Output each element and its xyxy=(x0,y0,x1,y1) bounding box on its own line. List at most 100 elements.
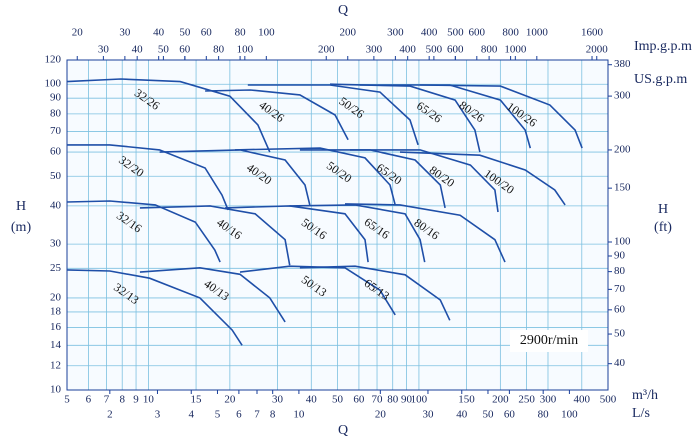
x-tick-label: 500 xyxy=(600,394,617,406)
x4-tick-label: 300 xyxy=(366,44,383,56)
x-tick-label: 50 xyxy=(332,394,344,406)
x2-tick-label: 100 xyxy=(561,409,578,421)
y-tick-label: 40 xyxy=(50,199,62,211)
pump-curve xyxy=(66,78,271,153)
x3-tick-label: 600 xyxy=(469,27,486,39)
x4-tick-label: 80 xyxy=(213,44,225,56)
y-title: H xyxy=(16,199,26,214)
x4-tick-label: 800 xyxy=(481,44,498,56)
x3-tick-label: 40 xyxy=(153,27,165,39)
pump-curve xyxy=(299,149,446,209)
pump-curve xyxy=(67,144,229,211)
x-tick-label: 20 xyxy=(224,394,236,406)
x-tick-label: 80 xyxy=(387,394,399,406)
pump-curve xyxy=(289,204,426,263)
x4-tick-label: 500 xyxy=(426,44,443,56)
x2-tick-label: 6 xyxy=(236,409,242,421)
pump-curve xyxy=(159,149,311,206)
x3-tick-label: 60 xyxy=(201,27,213,39)
x4-tick-label: 2000 xyxy=(586,44,609,56)
y2-tick-label: 200 xyxy=(614,143,631,155)
x2-tick-label: 80 xyxy=(538,409,550,421)
x-title: Q xyxy=(338,423,348,438)
x-tick-label: 15 xyxy=(191,394,203,406)
x3-tick-label: 1600 xyxy=(581,27,604,39)
x2-tick-label: 10 xyxy=(293,409,305,421)
y2-tick-label: 60 xyxy=(614,303,626,315)
x-tick-label: 10 xyxy=(143,394,155,406)
x2-tick-label: 5 xyxy=(215,409,221,421)
x3-tick-label: 400 xyxy=(421,27,438,39)
x-tick-label: 400 xyxy=(574,394,591,406)
x2-unit: L/s xyxy=(632,406,650,421)
pump-curve xyxy=(247,84,419,146)
y-tick-label: 12 xyxy=(50,359,61,371)
x-tick-label: 7 xyxy=(104,394,110,406)
pump-curve xyxy=(225,205,369,263)
x2-tick-label: 7 xyxy=(254,409,260,421)
x4-tick-label: 30 xyxy=(98,44,110,56)
pump-curve xyxy=(420,84,583,149)
y2-tick-label: 300 xyxy=(614,90,631,102)
y-tick-label: 80 xyxy=(50,107,62,119)
x-tick-label: 70 xyxy=(372,394,384,406)
x2-tick-label: 60 xyxy=(504,409,516,421)
x2-tick-label: 2 xyxy=(107,409,113,421)
x3-tick-label: 30 xyxy=(119,27,131,39)
plot-frame xyxy=(66,59,609,391)
y-tick-label: 60 xyxy=(50,146,62,158)
pump-curve xyxy=(359,84,532,149)
y2-tick-label: 90 xyxy=(614,250,626,262)
annotation-box xyxy=(510,330,588,352)
x4-tick-label: 50 xyxy=(158,44,170,56)
x3-tick-label: 20 xyxy=(72,27,84,39)
y2-tick-label: 40 xyxy=(614,357,626,369)
x4-tick-label: 400 xyxy=(399,44,416,56)
y2-tick-label: 100 xyxy=(614,236,631,248)
pump-curve xyxy=(66,200,221,263)
x4-tick-label: 100 xyxy=(237,44,254,56)
x2-tick-label: 40 xyxy=(456,409,468,421)
y-tick-label: 120 xyxy=(45,54,62,66)
x-tick-label: 9 xyxy=(133,394,139,406)
y2-tick-label: 70 xyxy=(614,283,626,295)
pump-curve xyxy=(344,203,506,263)
pump-curve xyxy=(234,147,396,206)
x4-tick-label: 600 xyxy=(447,44,464,56)
x4-unit: US.g.p.m xyxy=(634,72,687,87)
y2-tick-label: 150 xyxy=(614,182,631,194)
x4-tick-label: 60 xyxy=(179,44,191,56)
x-tick-label: 100 xyxy=(411,394,428,406)
y-tick-label: 25 xyxy=(50,262,62,274)
y2-tick-label: 50 xyxy=(614,328,626,340)
y-tick-label: 14 xyxy=(50,339,62,351)
pump-curve xyxy=(205,89,349,141)
x-tick-label: 150 xyxy=(458,394,475,406)
x2-tick-label: 4 xyxy=(189,409,195,421)
y2-tick-label: 80 xyxy=(614,265,626,277)
x3-tick-label: 300 xyxy=(387,27,404,39)
pump-curve xyxy=(139,205,291,266)
y-tick-label: 90 xyxy=(50,92,62,104)
x3-tick-label: 50 xyxy=(179,27,191,39)
x-tick-label: 300 xyxy=(540,394,557,406)
x3-tick-label: 100 xyxy=(258,27,275,39)
x-tick-label: 5 xyxy=(64,394,70,406)
x3-tick-label: 200 xyxy=(339,27,356,39)
x-tick-label: 250 xyxy=(518,394,535,406)
x-tick-label: 40 xyxy=(306,394,318,406)
x-unit: m³/h xyxy=(632,388,658,403)
annotation: 2900r/min xyxy=(520,333,578,348)
y-tick-label: 16 xyxy=(50,321,62,333)
x3-unit: Imp.g.p.m xyxy=(634,39,692,54)
x3-tick-label: 1000 xyxy=(526,27,549,39)
x3-tick-label: 800 xyxy=(502,27,519,39)
y-tick-label: 30 xyxy=(50,238,62,250)
pump-curve xyxy=(139,266,286,323)
y2-tick-label: 380 xyxy=(614,58,631,70)
x-tick-label: 30 xyxy=(272,394,284,406)
x-tick-label: 6 xyxy=(86,394,92,406)
pump-curve xyxy=(299,265,451,321)
